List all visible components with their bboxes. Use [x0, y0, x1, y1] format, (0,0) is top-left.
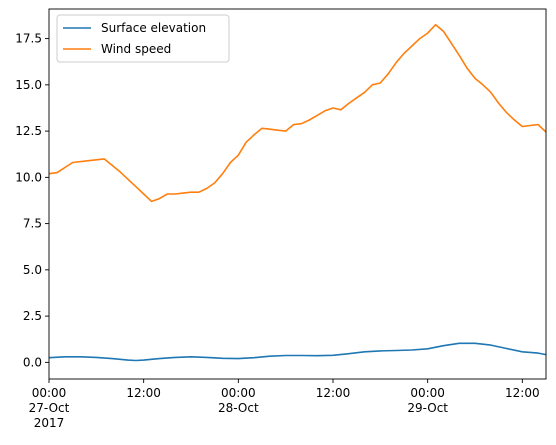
x-tick-label-0-1: 27-Oct: [29, 401, 70, 415]
y-tick-label-6: 15.0: [15, 78, 42, 92]
plot-frame: [48, 8, 547, 380]
x-tick-label-4-0: 00:00: [410, 386, 445, 400]
legend: Surface elevation Wind speed: [56, 14, 230, 63]
x-tick-label-1-0: 12:00: [126, 386, 161, 400]
y-tick-label-5: 12.5: [15, 124, 42, 138]
x-tick-label-2-0: 00:00: [221, 386, 256, 400]
legend-box: [56, 14, 230, 63]
y-tick-label-3: 7.5: [23, 217, 42, 231]
y-tick-label-7: 17.5: [15, 32, 42, 46]
series-line-0: [48, 342, 547, 362]
y-tick-label-1: 2.5: [23, 309, 42, 323]
y-tick-label-4: 10.0: [15, 170, 42, 184]
legend-label-1: Wind speed: [101, 42, 171, 56]
axes-layer: 0.02.55.07.510.012.515.017.500:0027-Oct2…: [15, 8, 547, 430]
x-tick-label-3-0: 12:00: [316, 386, 351, 400]
y-tick-label-2: 5.0: [23, 263, 42, 277]
x-tick-label-4-1: 29-Oct: [407, 401, 448, 415]
y-tick-label-0: 0.0: [23, 355, 42, 369]
x-tick-label-5-0: 12:00: [505, 386, 540, 400]
x-tick-label-2-1: 28-Oct: [218, 401, 259, 415]
series-line-1: [48, 23, 547, 203]
x-tick-label-0-0: 00:00: [32, 386, 67, 400]
series-layer: [48, 23, 547, 362]
legend-label-0: Surface elevation: [101, 21, 206, 35]
x-tick-label-0-2: 2017: [34, 416, 65, 430]
